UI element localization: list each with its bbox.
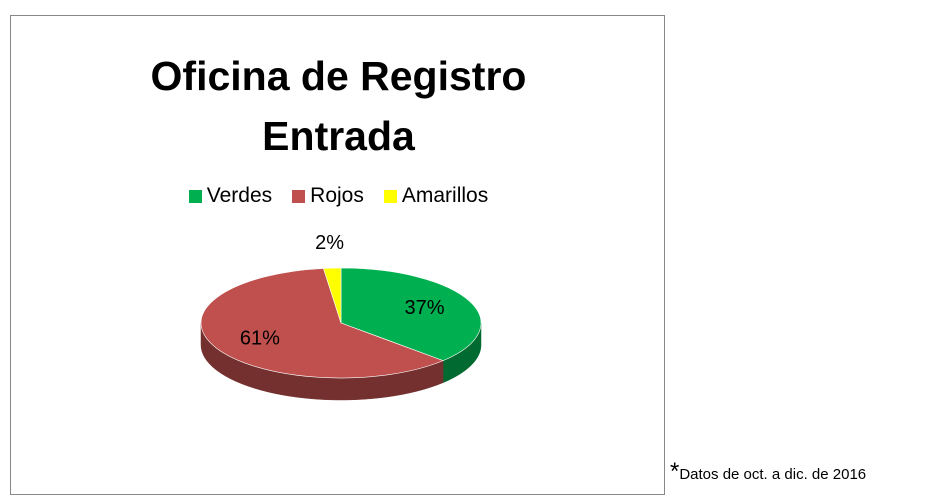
- slice: [340, 267, 482, 361]
- data-label: 2%: [315, 232, 344, 254]
- data-label: 61%: [240, 328, 280, 350]
- legend-item: Verdes: [188, 184, 273, 208]
- pie-chart: 37% 61% 2%: [200, 232, 482, 401]
- data-label: 37%: [405, 297, 445, 319]
- legend-swatch: [292, 189, 306, 203]
- chart-title: Oficina de Registro Entrada: [150, 53, 527, 159]
- chart-frame: Oficina de Registro Entrada Verdes Rojos A…: [10, 15, 665, 495]
- title-box: Oficina de Registro Entrada: [11, 46, 666, 166]
- legend-swatch: [383, 189, 397, 203]
- legend-swatch: [188, 189, 202, 203]
- slice: [200, 268, 444, 379]
- footnote: *Datos de oct. a dic. de 2016: [670, 458, 866, 486]
- legend-label: Rojos: [310, 184, 364, 207]
- legend: Verdes Rojos Amarillos: [11, 184, 666, 208]
- legend-item: Rojos: [292, 184, 364, 208]
- page: Oficina de Registro Entrada Verdes Rojos A…: [10, 15, 867, 495]
- legend-label: Verdes: [206, 184, 273, 207]
- slice: [323, 267, 342, 324]
- footnote-text: Datos de oct. a dic. de 2016: [679, 466, 867, 483]
- legend-label: Amarillos: [401, 184, 489, 207]
- footnote-mark: *: [670, 458, 680, 485]
- legend-item: Amarillos: [383, 184, 489, 208]
